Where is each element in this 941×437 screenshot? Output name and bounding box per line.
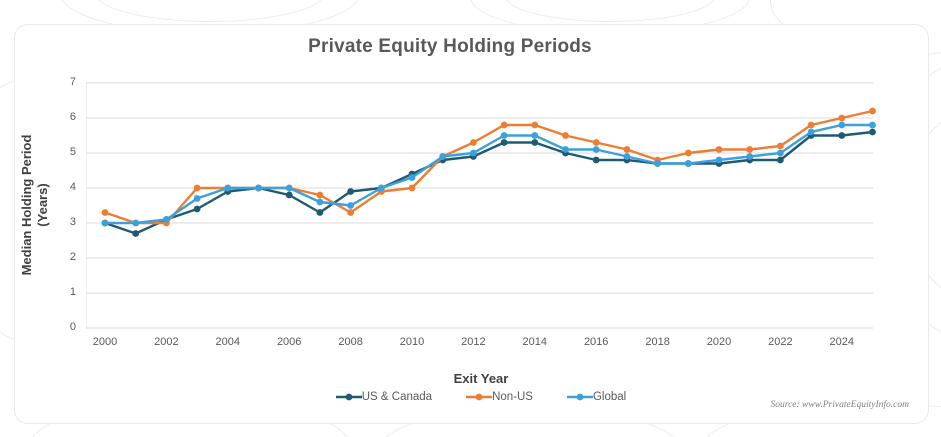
data-point <box>562 146 569 153</box>
data-point <box>101 219 109 227</box>
chart-title: Private Equity Holding Periods <box>308 36 592 57</box>
data-point <box>592 156 600 164</box>
x-tick-label: 2004 <box>215 336 241 348</box>
data-point <box>746 153 754 160</box>
data-point <box>684 160 692 167</box>
data-point <box>562 132 569 139</box>
y-tick-label: 7 <box>69 76 76 88</box>
data-point <box>715 156 723 164</box>
legend-label: Non-US <box>492 391 533 403</box>
x-tick-label: 2008 <box>338 336 363 348</box>
data-point <box>807 128 815 136</box>
data-point <box>347 188 354 195</box>
data-point <box>285 191 293 199</box>
data-point <box>777 156 784 164</box>
series-line-non-us <box>103 109 874 225</box>
data-point <box>377 184 385 192</box>
y-axis-title-line1: Median Holding Period <box>19 134 34 276</box>
data-point <box>193 195 201 202</box>
data-point <box>869 107 876 115</box>
data-point <box>132 230 140 237</box>
y-tick-label: 5 <box>69 146 76 158</box>
data-point <box>163 216 170 223</box>
x-tick-label: 2022 <box>768 336 793 348</box>
y-axis-title: Median Holding Period (Years) <box>19 105 53 305</box>
data-point <box>101 209 109 216</box>
legend-item-global: Global <box>566 391 627 403</box>
plot-area <box>86 82 876 329</box>
data-point <box>838 132 846 139</box>
data-point <box>470 139 477 146</box>
data-point <box>316 191 324 199</box>
data-point <box>777 149 784 157</box>
source-credit: Source: www.PrivateEquityInfo.com <box>770 400 909 410</box>
legend-marker <box>566 393 593 401</box>
data-point <box>132 219 140 227</box>
data-point <box>347 202 354 209</box>
data-point <box>316 198 324 206</box>
data-point <box>408 184 416 192</box>
x-tick-label: 2012 <box>461 336 486 348</box>
data-point <box>746 146 754 153</box>
y-tick-label: 3 <box>69 216 76 228</box>
x-tick-label: 2024 <box>829 336 855 348</box>
x-tick-label: 2010 <box>399 336 425 348</box>
y-tick-label: 4 <box>69 181 76 193</box>
x-tick-label: 2020 <box>706 336 732 348</box>
y-tick-label: 6 <box>69 111 76 123</box>
legend-item-non-us: Non-US <box>466 391 533 403</box>
data-point <box>623 153 631 160</box>
data-point <box>193 205 201 213</box>
x-tick-label: 2014 <box>522 336 548 348</box>
data-point <box>470 149 477 157</box>
data-point <box>715 146 723 153</box>
y-tick-label: 1 <box>69 286 76 298</box>
y-axis-title-line2: (Years) <box>35 183 50 227</box>
data-point <box>838 121 846 129</box>
data-point <box>777 142 784 150</box>
data-point <box>623 146 631 153</box>
data-point <box>500 121 508 129</box>
data-point <box>869 128 876 136</box>
data-point <box>807 121 815 129</box>
data-point <box>285 184 293 192</box>
x-tick-label: 2002 <box>154 336 179 348</box>
legend-label: Global <box>592 391 627 403</box>
y-tick-label: 2 <box>69 251 76 263</box>
legend-item-us-canada: US & Canada <box>335 391 433 403</box>
data-point <box>255 184 262 192</box>
data-point <box>224 184 232 192</box>
data-point <box>531 121 539 129</box>
x-tick-label: 2006 <box>276 336 302 348</box>
data-point <box>838 114 846 122</box>
data-point <box>439 153 447 160</box>
data-point <box>531 139 539 146</box>
data-point <box>347 209 354 216</box>
data-point <box>408 174 416 181</box>
data-point <box>193 184 201 192</box>
data-point <box>654 160 661 167</box>
legend-marker <box>466 393 493 401</box>
data-point <box>531 132 539 139</box>
data-point <box>316 209 324 216</box>
data-point <box>500 139 508 146</box>
legend-label: US & Canada <box>361 391 433 403</box>
data-point <box>592 146 600 153</box>
legend-marker <box>335 393 362 401</box>
data-point <box>684 149 692 157</box>
x-tick-label: 2018 <box>645 336 670 348</box>
series-line-global <box>103 123 874 225</box>
x-tick-label: 2016 <box>583 336 609 348</box>
data-point <box>500 132 508 139</box>
x-tick-label: 2000 <box>92 336 118 348</box>
chart-legend: US & Canada Non-US Global <box>86 391 876 403</box>
data-point <box>592 139 600 146</box>
y-tick-label: 0 <box>69 321 76 333</box>
data-point <box>869 121 876 129</box>
x-axis-title: Exit Year <box>453 371 509 386</box>
series-line-us-canada <box>103 130 874 235</box>
